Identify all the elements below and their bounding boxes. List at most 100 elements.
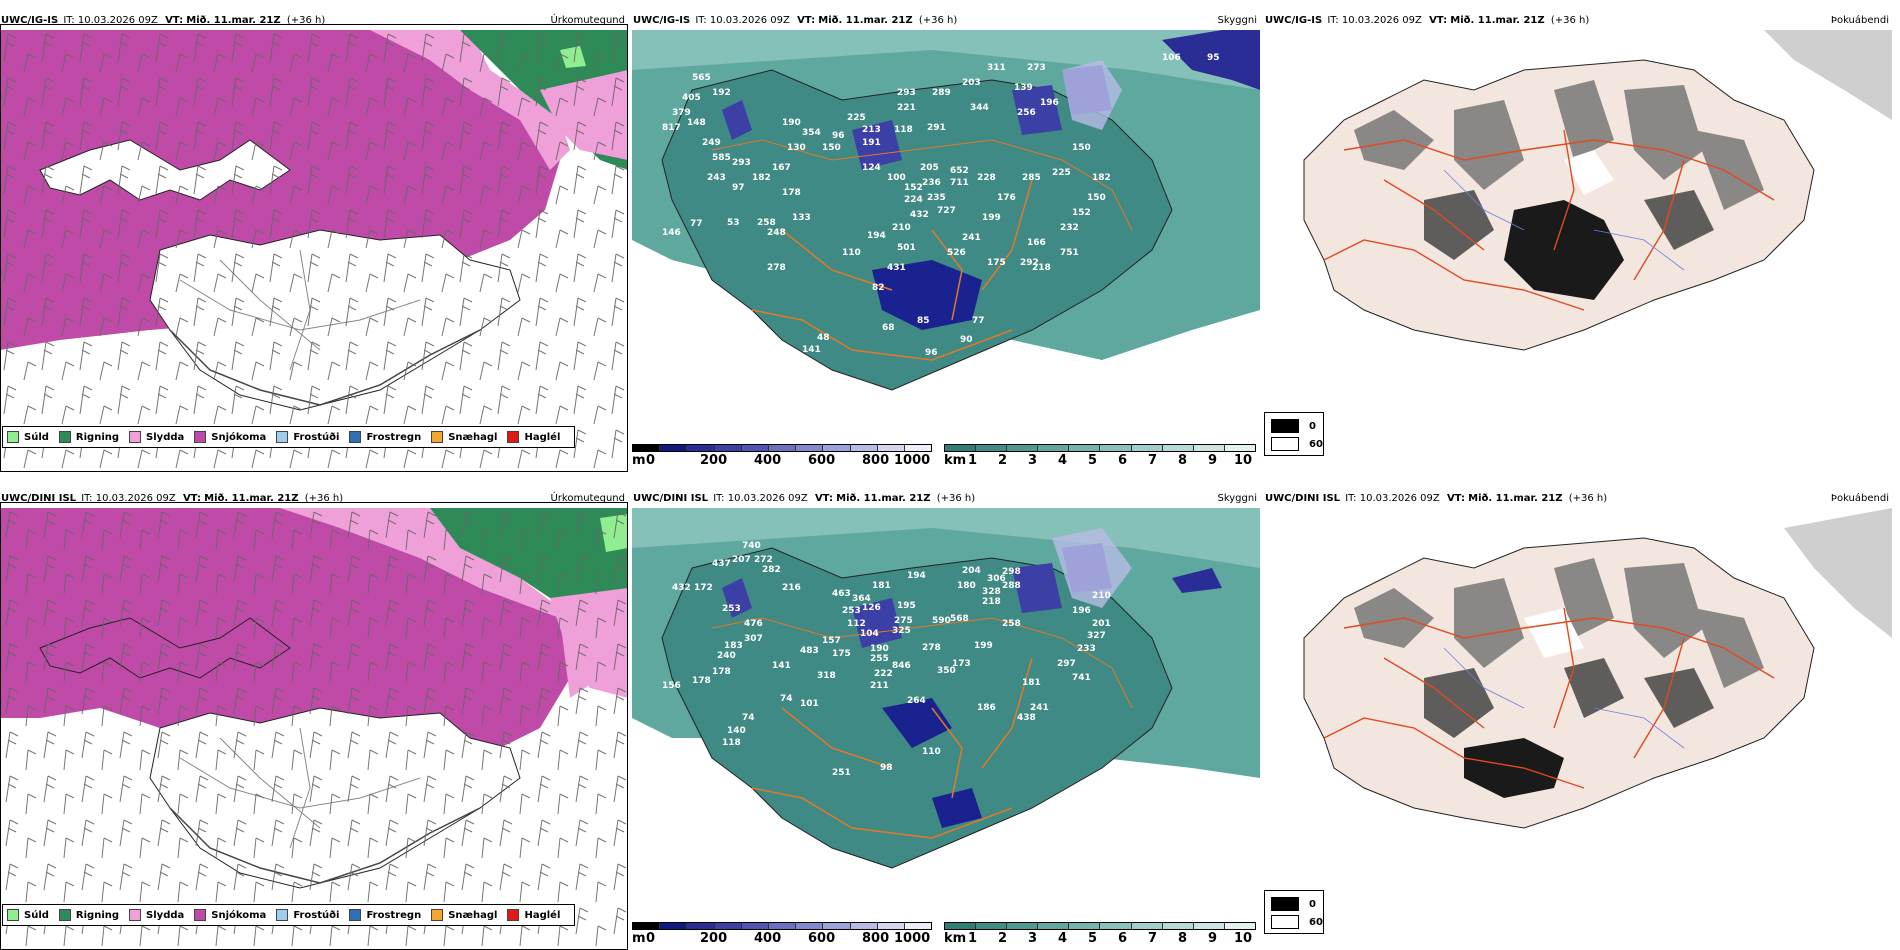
cloud-base-label: 175 (832, 649, 851, 659)
visibility-tick: 1 (968, 453, 978, 468)
cloud-base-label: 204 (962, 566, 981, 576)
cloud-base-unit: m (632, 931, 646, 946)
model-name: UWC/IG-IS (1, 15, 59, 26)
cloud-base-label: 90 (960, 335, 973, 345)
visibility-tick: 9 (1208, 931, 1218, 946)
lead-time: (+36 h) (304, 493, 344, 504)
visibility-tick: 8 (1178, 453, 1188, 468)
cloud-base-label: 216 (782, 583, 801, 593)
legend-item-0: 0 (1271, 897, 1316, 911)
panel-header: UWC/DINI ISL IT: 10.03.2026 09Z VT: Mið.… (1, 493, 627, 507)
cloud-base-label: 232 (1060, 223, 1079, 233)
legend-item-sudl: Súld (7, 431, 49, 443)
legend-label: Frostregn (366, 431, 422, 443)
valid-time-value: Mið. 11.mar. 21Z (186, 15, 281, 26)
init-time-value: 10.03.2026 09Z (1341, 15, 1422, 26)
legend-swatch (7, 431, 19, 443)
valid-time-label: VT: (797, 15, 816, 26)
cloud-base-label: 228 (977, 173, 996, 183)
legend-label: 60 (1309, 438, 1323, 450)
cloud-base-label: 140 (727, 726, 746, 736)
legend-item-rigning: Rigning (58, 909, 120, 921)
legend-label: Súld (24, 431, 49, 443)
cloud-base-label: 191 (862, 138, 881, 148)
legend-label: Rigning (75, 909, 120, 921)
legend-label: Haglél (524, 909, 561, 921)
cloud-base-label: 101 (800, 699, 819, 709)
cloud-base-label: 199 (974, 641, 993, 651)
legend-label: Slydda (146, 909, 185, 921)
cloud-base-label: 190 (870, 644, 889, 654)
legend-label: Frostúði (293, 909, 340, 921)
cloud-base-label: 298 (1002, 567, 1021, 577)
cloud-base-label: 126 (862, 603, 881, 613)
cloud-base-label: 225 (1052, 168, 1071, 178)
cloud-base-label: 311 (987, 63, 1006, 73)
legend-swatch (507, 909, 520, 921)
cloud-base-label: 306 (987, 574, 1006, 584)
cloud-base-label: 148 (687, 118, 706, 128)
cloud-base-tick: 600 (808, 453, 836, 468)
cloud-base-label: 307 (744, 634, 763, 644)
cloud-base-label: 201 (1092, 619, 1111, 629)
cloud-base-label: 297 (1057, 659, 1076, 669)
visibility-tick: 3 (1028, 453, 1038, 468)
panel-header: UWC/DINI ISL IT: 10.03.2026 09Z VT: Mið.… (633, 493, 1259, 507)
legend-item-frostudi: Frostúði (276, 431, 339, 443)
precip-type-legend: Súld Rigning Slydda Snjókoma Frostúði Fr… (2, 426, 576, 448)
valid-time-value: Mið. 11.mar. 21Z (204, 493, 299, 504)
cloud-base-label: 565 (692, 73, 711, 83)
visibility-tick: 8 (1178, 931, 1188, 946)
cloud-base-label: 210 (892, 223, 911, 233)
cloud-base-label: 150 (1087, 193, 1106, 203)
cloud-base-label: 199 (982, 213, 1001, 223)
legend-item-frostregn: Frostregn (349, 909, 421, 921)
cloud-base-label: 727 (937, 206, 956, 216)
cloud-base-colorbar-fill (632, 444, 932, 452)
legend-item-60: 60 (1271, 915, 1323, 929)
panel-title: Úrkomutegund (550, 493, 625, 504)
cloud-base-label: 203 (962, 78, 981, 88)
legend-label: Rigning (75, 431, 120, 443)
cloud-base-label: 222 (874, 669, 893, 679)
cloud-base-label: 85 (917, 316, 930, 326)
fog-indicator-legend: 0 60 (1264, 890, 1324, 934)
cloud-base-label: 178 (692, 676, 711, 686)
visibility-tick: 10 (1234, 931, 1253, 946)
cloud-base-label: 251 (832, 768, 851, 778)
cloud-base-label: 275 (894, 616, 913, 626)
legend-label: Súld (24, 909, 49, 921)
cloud-base-label: 741 (1072, 673, 1091, 683)
fog-indicator-map (1264, 508, 1892, 920)
cloud-base-label: 195 (897, 601, 916, 611)
cloud-base-label: 526 (947, 248, 966, 258)
cloud-base-label: 264 (907, 696, 926, 706)
legend-item-slydda: Slydda (129, 431, 184, 443)
cloud-base-label: 241 (962, 233, 981, 243)
model-name: UWC/DINI ISL (633, 493, 709, 504)
legend-swatch (58, 909, 71, 921)
lead-time: (+36 h) (936, 493, 976, 504)
panel-header: UWC/IG-IS IT: 10.03.2026 09Z VT: Mið. 11… (633, 15, 1259, 29)
visibility-tick: 6 (1118, 931, 1128, 946)
lead-time: (+36 h) (1568, 493, 1608, 504)
visibility-tick: 3 (1028, 931, 1038, 946)
legend-swatch (1271, 897, 1299, 911)
legend-item-rigning: Rigning (58, 431, 120, 443)
panel-title: Skyggni (1217, 493, 1257, 504)
model-name: UWC/IG-IS (633, 15, 691, 26)
cloud-base-label: 152 (904, 183, 923, 193)
cloud-base-label: 248 (767, 228, 786, 238)
visibility-map: 740 437 207 272 282 432 172 216 253 476 … (632, 508, 1260, 920)
visibility-panel-2: UWC/DINI ISL IT: 10.03.2026 09Z VT: Mið.… (632, 488, 1260, 950)
cloud-base-tick: 200 (700, 931, 728, 946)
visibility-tick: 2 (998, 931, 1008, 946)
cloud-base-tick: 600 (808, 931, 836, 946)
cloud-base-tick: 800 (862, 453, 890, 468)
legend-swatch (431, 909, 444, 921)
cloud-base-label: 141 (802, 345, 821, 355)
visibility-tick: 4 (1058, 453, 1068, 468)
cloud-base-label: 476 (744, 619, 763, 629)
model-name: UWC/DINI ISL (1, 493, 77, 504)
legend-item-haglel: Haglél (507, 431, 560, 443)
